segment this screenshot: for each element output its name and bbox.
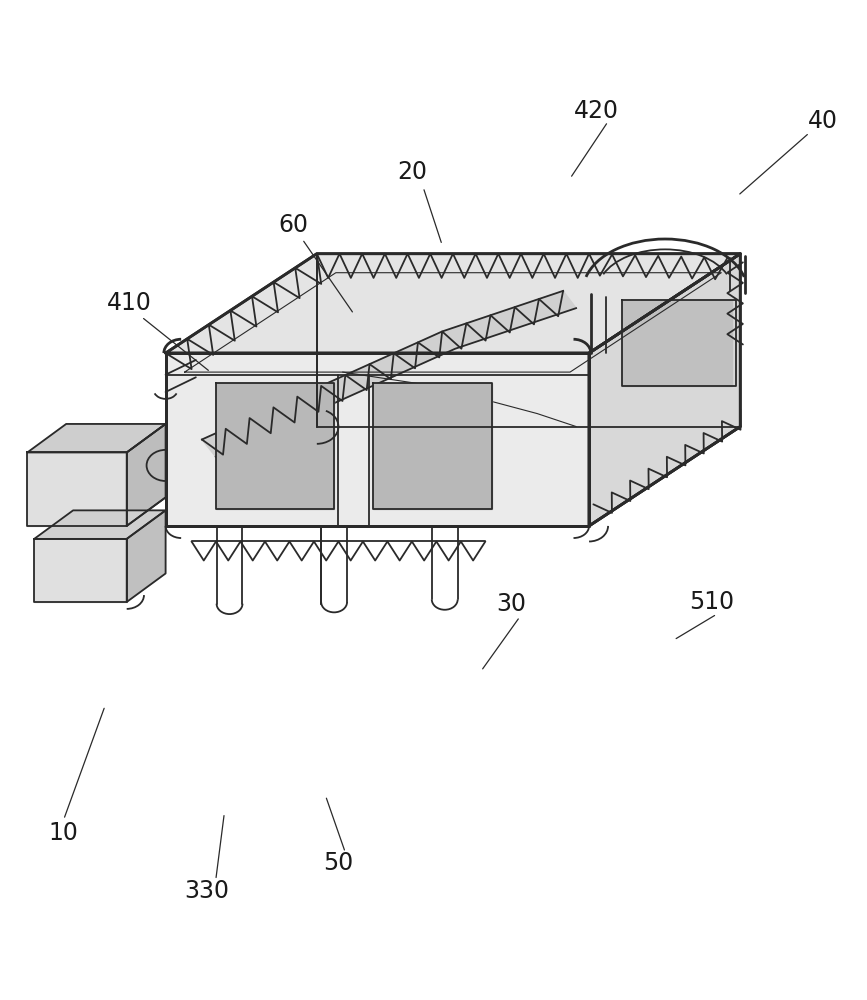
- Polygon shape: [373, 383, 492, 509]
- Polygon shape: [166, 353, 589, 526]
- Text: 330: 330: [185, 879, 230, 903]
- Polygon shape: [34, 510, 166, 539]
- Text: 420: 420: [573, 99, 618, 123]
- Text: 60: 60: [278, 213, 309, 237]
- Polygon shape: [28, 424, 166, 452]
- Polygon shape: [166, 254, 740, 353]
- Polygon shape: [127, 510, 166, 602]
- Polygon shape: [28, 452, 127, 526]
- Polygon shape: [127, 424, 166, 526]
- Polygon shape: [589, 254, 740, 526]
- Text: 20: 20: [397, 160, 427, 184]
- Text: 410: 410: [107, 291, 152, 315]
- Text: 30: 30: [496, 592, 526, 616]
- Text: 50: 50: [323, 851, 354, 875]
- Polygon shape: [216, 383, 334, 509]
- Polygon shape: [202, 291, 576, 457]
- Text: 40: 40: [807, 109, 838, 133]
- Text: 510: 510: [689, 590, 734, 614]
- Polygon shape: [34, 539, 127, 602]
- Polygon shape: [622, 300, 732, 386]
- Text: 10: 10: [49, 821, 79, 845]
